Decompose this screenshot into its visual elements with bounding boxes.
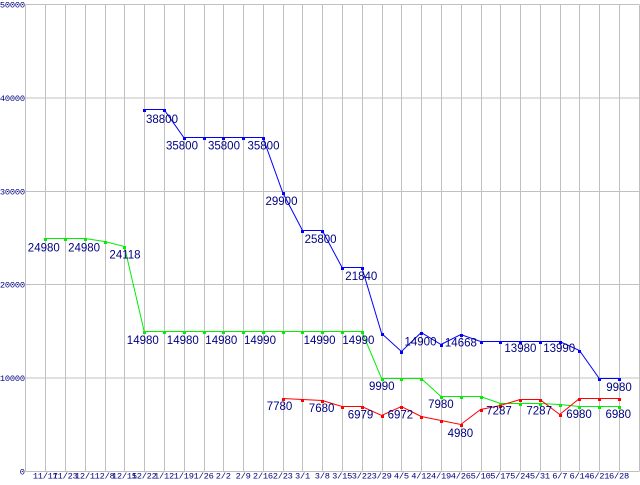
svg-text:6979: 6979 — [348, 409, 374, 421]
svg-text:14900: 14900 — [405, 336, 437, 348]
svg-text:3/29: 3/29 — [372, 471, 392, 480]
svg-text:5/17: 5/17 — [490, 471, 510, 480]
svg-text:13990: 13990 — [543, 343, 575, 355]
svg-text:6980: 6980 — [566, 409, 592, 421]
svg-text:30000: 30000 — [0, 187, 25, 197]
svg-text:4/19: 4/19 — [431, 471, 451, 480]
svg-text:21840: 21840 — [345, 271, 377, 283]
svg-text:14980: 14980 — [127, 335, 159, 347]
svg-text:0: 0 — [20, 468, 25, 478]
svg-text:7680: 7680 — [309, 403, 335, 415]
svg-text:4/26: 4/26 — [451, 471, 471, 480]
svg-text:3/1: 3/1 — [295, 471, 310, 480]
svg-text:38800: 38800 — [146, 114, 178, 126]
svg-text:1/12: 1/12 — [154, 471, 174, 480]
svg-text:24980: 24980 — [68, 242, 100, 254]
svg-text:11/23: 11/23 — [53, 471, 78, 480]
svg-text:6/14: 6/14 — [570, 471, 590, 480]
svg-text:40000: 40000 — [0, 94, 25, 104]
svg-text:6/7: 6/7 — [552, 471, 567, 480]
svg-text:1/19: 1/19 — [174, 471, 194, 480]
svg-text:6972: 6972 — [388, 409, 414, 421]
svg-text:6/21: 6/21 — [589, 471, 609, 480]
svg-text:2/16: 2/16 — [253, 471, 273, 480]
svg-text:1/26: 1/26 — [194, 471, 214, 480]
svg-text:29900: 29900 — [266, 196, 298, 208]
svg-text:7287: 7287 — [486, 406, 512, 418]
svg-text:14980: 14980 — [167, 335, 199, 347]
svg-text:2/2: 2/2 — [216, 471, 231, 480]
svg-text:9980: 9980 — [606, 382, 632, 394]
svg-text:13980: 13980 — [504, 343, 536, 355]
svg-text:4980: 4980 — [448, 428, 474, 440]
svg-text:7287: 7287 — [526, 406, 552, 418]
svg-text:24980: 24980 — [28, 242, 60, 254]
svg-text:4/12: 4/12 — [411, 471, 431, 480]
svg-text:6/28: 6/28 — [609, 471, 629, 480]
svg-text:12/8: 12/8 — [95, 471, 115, 480]
svg-text:50000: 50000 — [0, 1, 25, 11]
svg-text:35800: 35800 — [208, 141, 240, 153]
svg-text:3/8: 3/8 — [315, 471, 330, 480]
svg-text:35800: 35800 — [166, 141, 198, 153]
svg-text:10000: 10000 — [0, 374, 25, 384]
svg-text:6980: 6980 — [606, 409, 632, 421]
svg-text:11/17: 11/17 — [33, 471, 58, 480]
svg-text:3/22: 3/22 — [352, 471, 372, 480]
svg-text:14990: 14990 — [304, 335, 336, 347]
svg-text:3/15: 3/15 — [332, 471, 352, 480]
svg-text:4/5: 4/5 — [394, 471, 409, 480]
svg-text:5/10: 5/10 — [471, 471, 491, 480]
svg-text:35800: 35800 — [248, 141, 280, 153]
svg-text:25800: 25800 — [305, 234, 337, 246]
svg-text:14980: 14980 — [205, 335, 237, 347]
svg-text:14990: 14990 — [342, 335, 374, 347]
svg-text:12/22: 12/22 — [132, 471, 157, 480]
svg-text:14990: 14990 — [244, 335, 276, 347]
svg-text:7780: 7780 — [267, 401, 293, 413]
svg-text:12/1: 12/1 — [75, 471, 95, 480]
svg-text:2/23: 2/23 — [273, 471, 293, 480]
svg-text:24118: 24118 — [109, 250, 140, 262]
svg-text:5/31: 5/31 — [530, 471, 550, 480]
svg-text:7980: 7980 — [428, 399, 454, 411]
svg-text:20000: 20000 — [0, 281, 25, 291]
svg-text:14668: 14668 — [445, 337, 477, 349]
svg-text:2/9: 2/9 — [236, 471, 251, 480]
svg-text:12/15: 12/15 — [112, 471, 137, 480]
svg-text:9990: 9990 — [369, 381, 395, 393]
svg-text:5/24: 5/24 — [510, 471, 530, 480]
